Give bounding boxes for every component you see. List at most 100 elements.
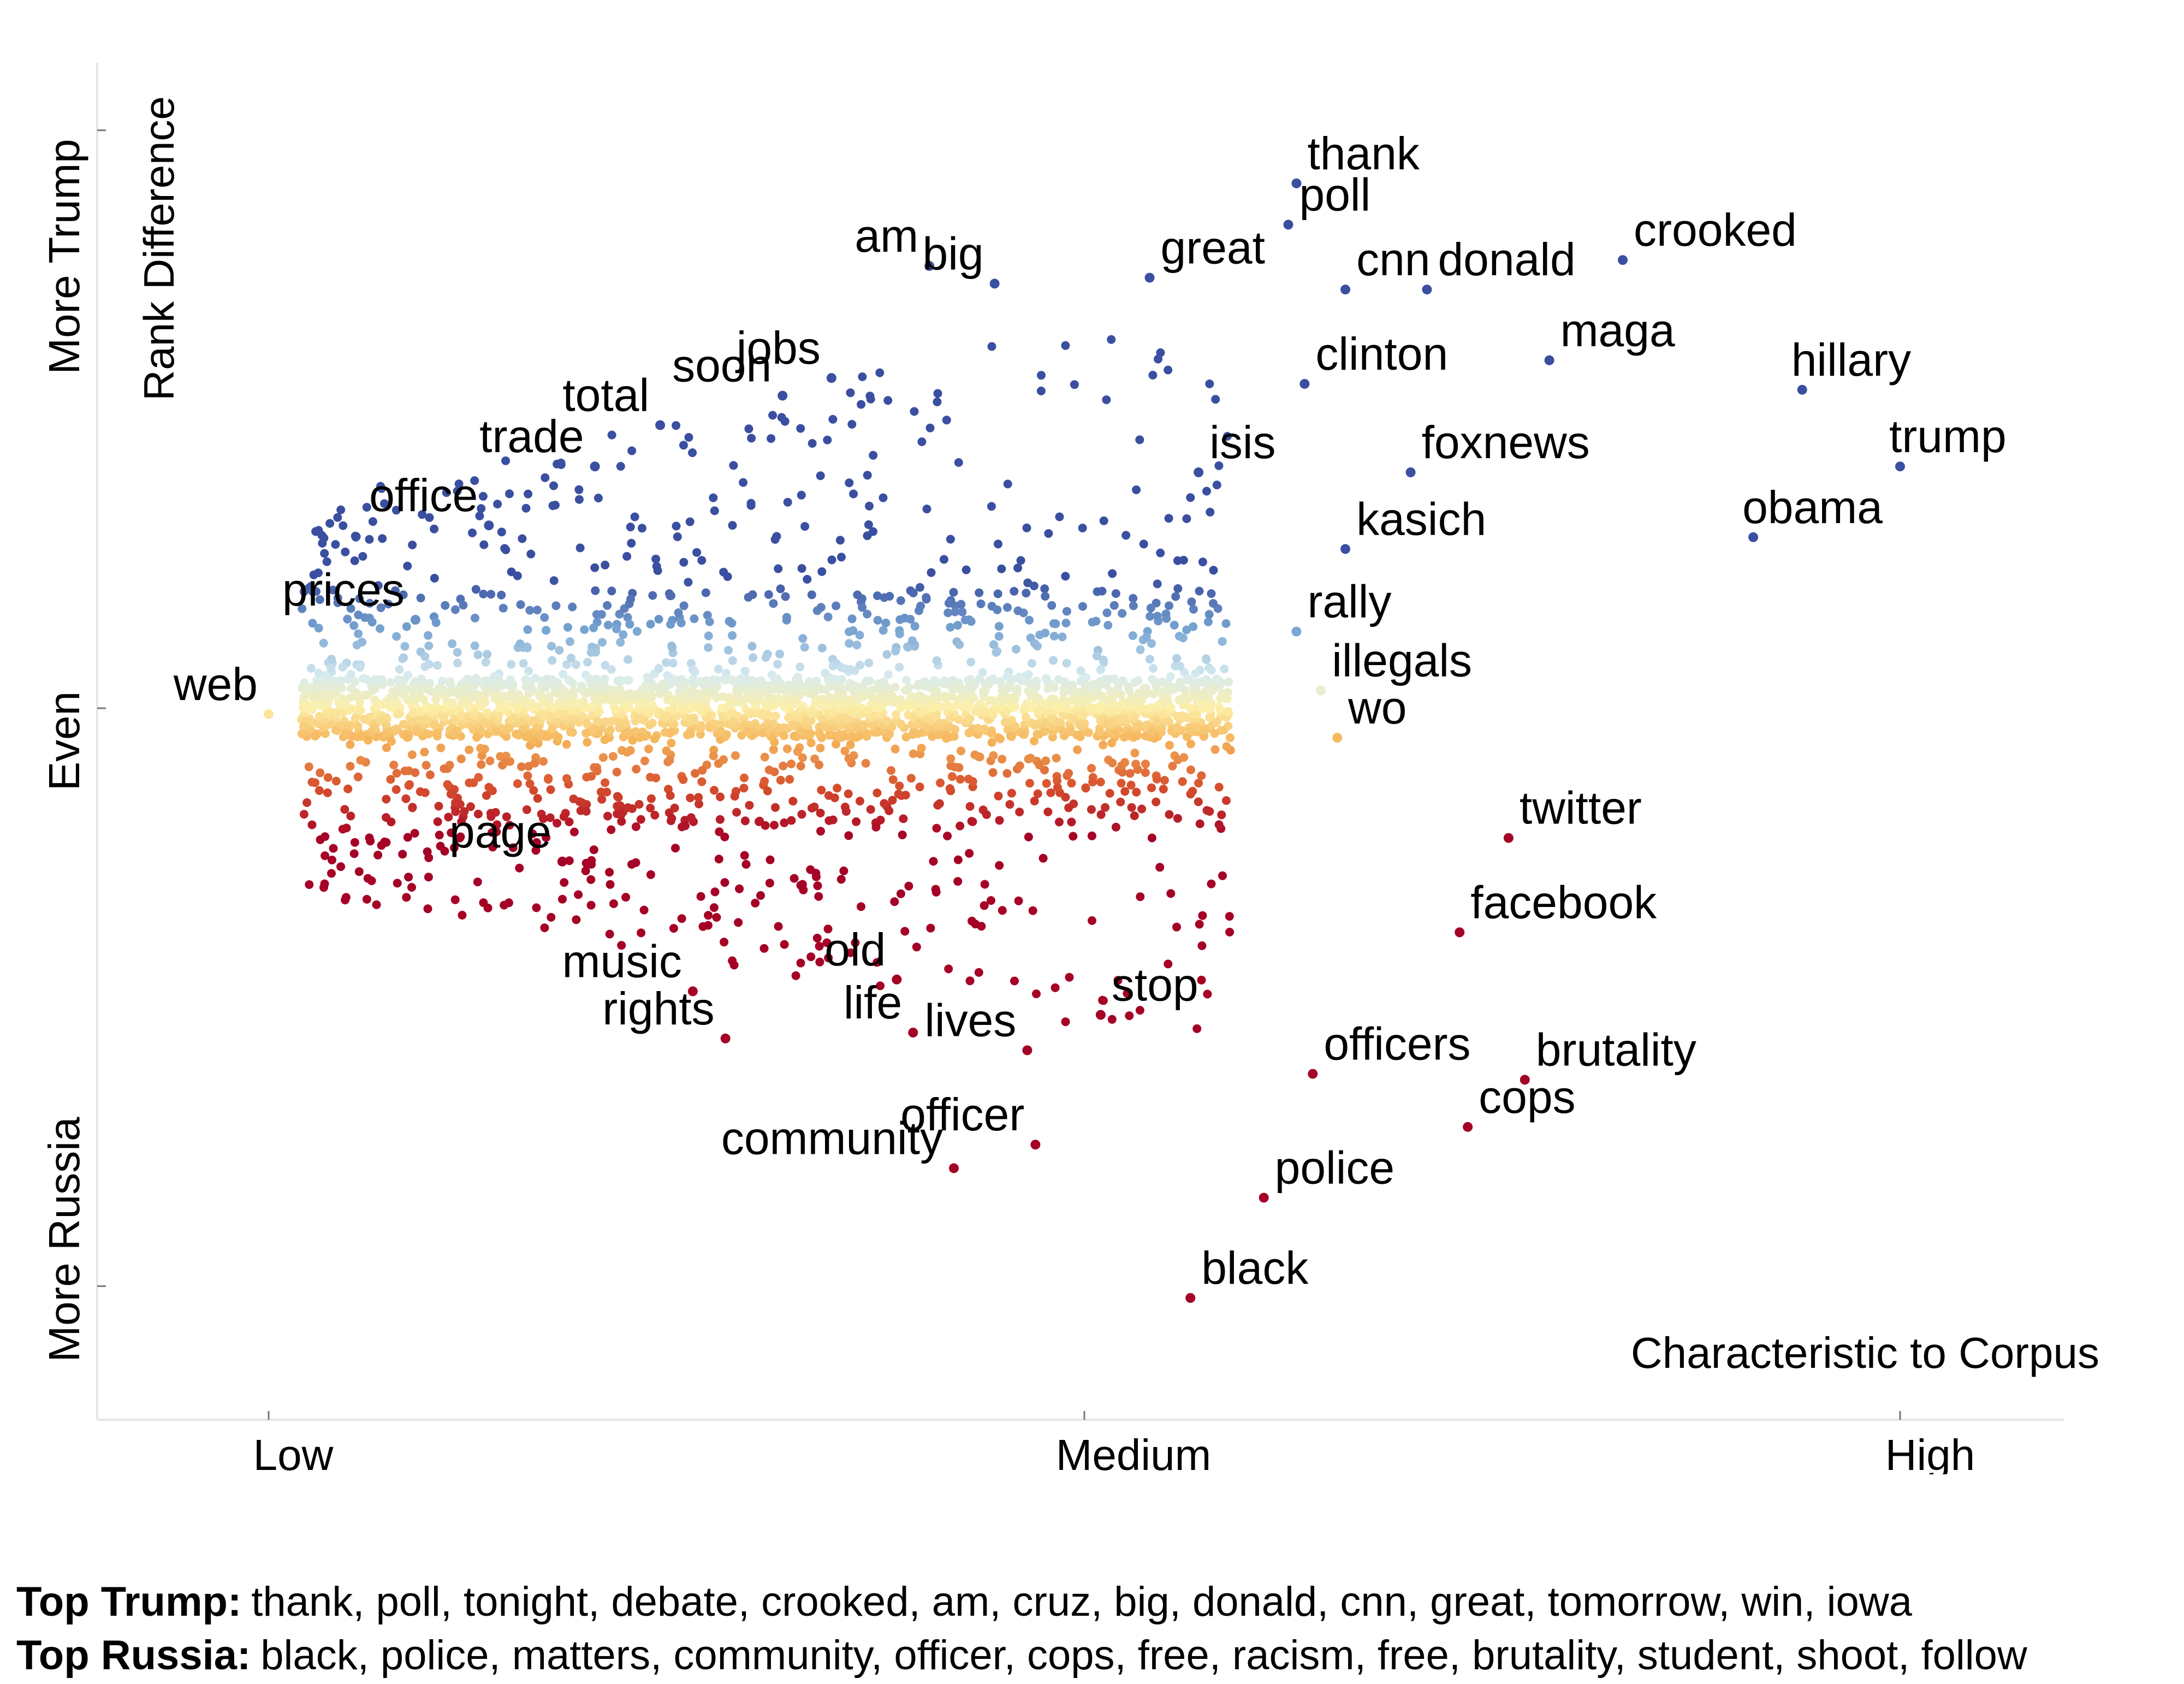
scatter-point bbox=[377, 484, 386, 493]
scatter-point bbox=[1046, 788, 1055, 797]
scatter-point bbox=[863, 531, 872, 541]
scatter-point bbox=[1042, 779, 1051, 788]
y-tick-label: More Trump bbox=[40, 139, 88, 374]
scatter-point bbox=[410, 685, 419, 695]
scatter-point bbox=[636, 733, 644, 742]
scatter-point bbox=[1099, 692, 1108, 702]
scatter-point bbox=[887, 766, 895, 775]
top-trump-label: Top Trump: bbox=[16, 1579, 242, 1625]
scatter-point bbox=[1092, 651, 1101, 661]
scatter-point bbox=[793, 747, 802, 756]
scatter-point bbox=[1161, 609, 1171, 619]
scatter-point bbox=[776, 775, 785, 785]
scatter-point bbox=[844, 831, 853, 840]
scatter-point bbox=[816, 827, 825, 836]
scatter-point bbox=[725, 701, 734, 710]
scatter-point bbox=[626, 523, 635, 532]
scatter-point bbox=[1123, 989, 1132, 998]
scatter-point bbox=[907, 636, 917, 645]
scatter-point bbox=[832, 739, 840, 749]
point-crooked bbox=[1618, 255, 1628, 265]
scatter-point bbox=[806, 729, 815, 738]
scatter-point bbox=[646, 794, 656, 803]
scatter-point bbox=[787, 760, 796, 768]
scatter-point bbox=[486, 812, 496, 821]
point-wo bbox=[1332, 733, 1343, 743]
scatter-point bbox=[1225, 928, 1235, 936]
scatter-point bbox=[865, 677, 874, 686]
scatter-point bbox=[1062, 607, 1071, 616]
scatter-point bbox=[846, 388, 855, 398]
scatter-point bbox=[325, 519, 335, 528]
scatter-point bbox=[1035, 761, 1044, 769]
point-twitter bbox=[1503, 833, 1514, 843]
scatter-point bbox=[389, 761, 399, 769]
scatter-point bbox=[949, 702, 958, 711]
scatter-point bbox=[576, 806, 585, 815]
scatter-point bbox=[679, 441, 688, 450]
scatter-point bbox=[355, 594, 364, 603]
scatter-point bbox=[1108, 758, 1117, 768]
scatter-point bbox=[594, 494, 603, 503]
scatter-point bbox=[376, 624, 384, 633]
scatter-point bbox=[674, 608, 683, 618]
scatter-point bbox=[615, 675, 624, 685]
scatter-point bbox=[1165, 810, 1174, 819]
scatter-point bbox=[501, 757, 510, 767]
scatter-point bbox=[910, 407, 919, 416]
scatter-point bbox=[906, 615, 915, 624]
scatter-point bbox=[411, 768, 420, 777]
scatter-point bbox=[666, 620, 675, 629]
scatter-point bbox=[465, 745, 474, 755]
scatter-point bbox=[647, 691, 656, 700]
scatter-point bbox=[557, 691, 566, 700]
scatter-point bbox=[542, 833, 551, 842]
scatter-point bbox=[578, 712, 587, 721]
scatter-point bbox=[547, 912, 556, 922]
scatter-point bbox=[843, 699, 852, 709]
scatter-point bbox=[1148, 727, 1158, 736]
scatter-point bbox=[1217, 810, 1226, 820]
scatter-point bbox=[975, 588, 984, 597]
scatter-point bbox=[1041, 756, 1051, 766]
scatter-point bbox=[403, 561, 412, 571]
scatter-point bbox=[628, 736, 637, 745]
scatter-point bbox=[731, 751, 740, 760]
scatter-point bbox=[1146, 603, 1155, 613]
scatter-point bbox=[1058, 726, 1067, 736]
point-rally bbox=[1291, 626, 1302, 637]
scatter-point bbox=[384, 600, 393, 609]
scatter-point bbox=[1107, 335, 1116, 344]
top-russia-words: black, police, matters, community, offic… bbox=[260, 1632, 2027, 1679]
scatter-point bbox=[847, 420, 857, 429]
scatter-point bbox=[885, 806, 894, 815]
point-prices bbox=[410, 615, 420, 625]
scatter-point bbox=[376, 715, 385, 724]
scatter-point bbox=[1158, 710, 1167, 720]
scatter-point bbox=[1209, 599, 1218, 608]
point-isis bbox=[1194, 467, 1204, 477]
scatter-point bbox=[779, 761, 788, 770]
scatter-point bbox=[823, 612, 833, 621]
scatter-point bbox=[690, 715, 699, 725]
point-office bbox=[484, 520, 494, 531]
scatter-point bbox=[352, 641, 361, 650]
scatter-point bbox=[399, 720, 408, 729]
scatter-point bbox=[648, 719, 657, 728]
scatter-point bbox=[846, 740, 855, 749]
scatter-point bbox=[788, 721, 797, 730]
scatter-point bbox=[1141, 768, 1150, 777]
scatter-point bbox=[773, 674, 782, 683]
scatter-point bbox=[623, 613, 632, 622]
scatter-point bbox=[720, 832, 729, 841]
scatter-point bbox=[418, 510, 427, 519]
scatter-point bbox=[722, 668, 731, 678]
scatter-point bbox=[519, 659, 528, 668]
scatter-point bbox=[942, 416, 951, 425]
scatter-point bbox=[987, 342, 996, 351]
scatter-point bbox=[941, 695, 951, 704]
scatter-point bbox=[915, 707, 924, 716]
point-thank bbox=[1291, 178, 1302, 188]
scatter-point bbox=[423, 904, 432, 914]
scatter-point bbox=[430, 705, 440, 715]
